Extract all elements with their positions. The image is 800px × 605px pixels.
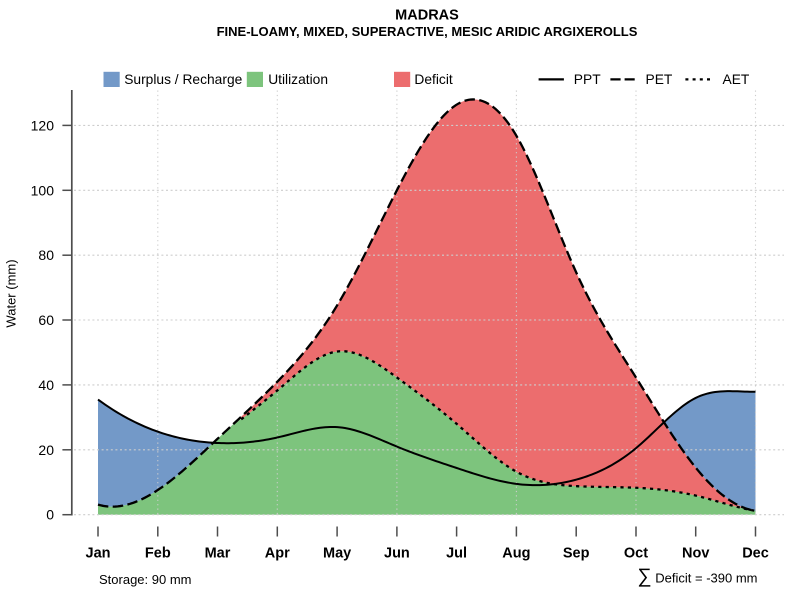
svg-text:MADRAS: MADRAS: [395, 8, 459, 24]
svg-text:Storage: 90 mm: Storage: 90 mm: [99, 572, 192, 587]
svg-text:FINE-LOAMY, MIXED, SUPERACTIVE: FINE-LOAMY, MIXED, SUPERACTIVE, MESIC AR…: [217, 24, 638, 39]
svg-text:AET: AET: [723, 72, 750, 87]
svg-text:0: 0: [46, 507, 54, 523]
svg-text:∑ Deficit = -390 mm: ∑ Deficit = -390 mm: [637, 566, 757, 588]
svg-text:Sep: Sep: [563, 546, 590, 562]
svg-text:100: 100: [31, 182, 55, 198]
svg-text:Jul: Jul: [446, 546, 467, 562]
svg-text:Jun: Jun: [384, 546, 410, 562]
svg-text:Apr: Apr: [265, 546, 290, 562]
svg-text:Dec: Dec: [742, 546, 769, 562]
svg-text:PPT: PPT: [574, 72, 601, 87]
svg-text:Aug: Aug: [502, 546, 530, 562]
svg-text:80: 80: [38, 247, 54, 263]
svg-text:Water (mm): Water (mm): [4, 259, 19, 327]
svg-text:120: 120: [31, 117, 55, 133]
svg-text:Oct: Oct: [624, 546, 648, 562]
svg-text:Mar: Mar: [205, 546, 231, 562]
svg-text:PET: PET: [646, 72, 673, 87]
svg-text:60: 60: [38, 312, 54, 328]
svg-text:Jan: Jan: [86, 546, 111, 562]
svg-text:Feb: Feb: [145, 546, 171, 562]
svg-text:Nov: Nov: [682, 546, 709, 562]
svg-text:Deficit: Deficit: [414, 72, 452, 87]
svg-text:Surplus / Recharge: Surplus / Recharge: [124, 72, 242, 87]
svg-text:20: 20: [38, 442, 54, 458]
svg-text:40: 40: [38, 377, 54, 393]
svg-text:May: May: [323, 546, 351, 562]
svg-text:Utilization: Utilization: [268, 72, 328, 87]
